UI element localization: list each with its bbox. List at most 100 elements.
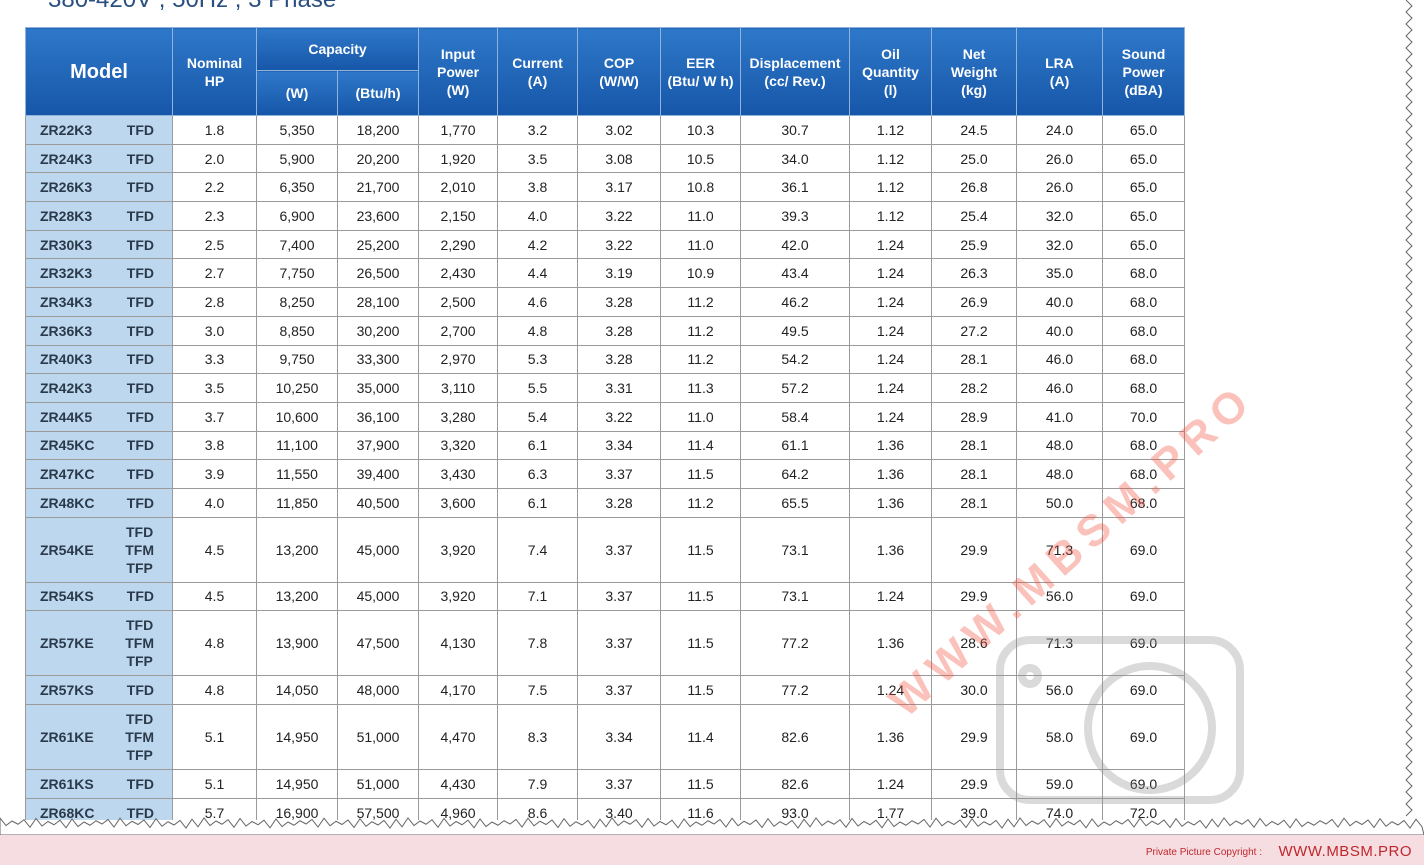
table-cell: 1.24 bbox=[849, 769, 933, 799]
table-cell: 82.6 bbox=[740, 704, 851, 770]
table-cell: 5,350 bbox=[256, 115, 338, 145]
table-cell: 4.5 bbox=[172, 516, 257, 583]
table-cell: 27.2 bbox=[931, 315, 1018, 346]
header-cell: Model bbox=[25, 27, 173, 116]
model: ZR22K3 TFD bbox=[26, 121, 172, 139]
table-cell: 25.9 bbox=[931, 229, 1018, 260]
model: ZR57KE TFD TFM TFP bbox=[26, 616, 172, 670]
table-cell: 68.0 bbox=[1102, 287, 1185, 317]
copyright-label: Private Picture Copyright : bbox=[1145, 847, 1262, 858]
table-cell: 2.0 bbox=[172, 143, 257, 174]
table-cell: 1.24 bbox=[849, 373, 933, 403]
heading: 380-420V , 50Hz , 3 Phase bbox=[48, 0, 336, 14]
table-row: ZR40K3 TFD 3.3 9,750 33,300 2,970 5.3 3.28 11.2 5… bbox=[25, 344, 1185, 375]
table-cell: 1.24 bbox=[849, 258, 933, 289]
model-cell: ZR44K5 TFD bbox=[25, 401, 173, 432]
table-cell: 74.0 bbox=[1016, 797, 1104, 820]
model-suffixes: TFD bbox=[127, 775, 154, 793]
model-suffixes: TFD bbox=[127, 804, 154, 820]
table-cell: 7,400 bbox=[256, 229, 338, 260]
table-cell: 1.24 bbox=[849, 581, 933, 612]
model-name: ZR44K5 bbox=[40, 408, 93, 425]
table-cell: 1.36 bbox=[849, 704, 933, 770]
model-suffix: TFD bbox=[126, 523, 154, 540]
table-cell: 77.2 bbox=[740, 675, 851, 705]
model: ZR40K3 TFD bbox=[26, 350, 172, 368]
table-cell: 25,200 bbox=[336, 229, 420, 260]
table-cell: 2,970 bbox=[418, 344, 499, 375]
table-row: ZR28K3 TFD 2.3 6,900 23,600 2,150 4.0 3.22 11.0 3… bbox=[25, 201, 1185, 231]
table-cell: 68.0 bbox=[1102, 373, 1185, 403]
table-cell: 1.12 bbox=[849, 172, 933, 203]
table-cell: 10.8 bbox=[660, 172, 742, 203]
table-cell: 46.0 bbox=[1016, 373, 1104, 403]
table-cell: 7,750 bbox=[256, 258, 338, 289]
model-suffix: TFM bbox=[125, 541, 154, 558]
table-cell: 2.5 bbox=[172, 229, 257, 260]
table-cell: 1.36 bbox=[849, 430, 933, 461]
table-cell: 47,500 bbox=[336, 610, 420, 677]
table-cell: 1.24 bbox=[849, 287, 933, 317]
model-cell: ZR57KE TFD TFM TFP bbox=[25, 610, 173, 677]
model-suffix: TFD bbox=[126, 617, 154, 634]
table-cell: 1,770 bbox=[418, 115, 499, 145]
table-cell: 10,600 bbox=[256, 401, 338, 432]
table-row: ZR30K3 TFD 2.5 7,400 25,200 2,290 4.2 3.22 11.0 4… bbox=[25, 229, 1185, 260]
table-cell: 39,400 bbox=[336, 459, 420, 489]
model: ZR47KC TFD bbox=[26, 465, 172, 483]
table-cell: 3.5 bbox=[497, 143, 579, 174]
table-cell: 42.0 bbox=[740, 229, 851, 260]
table-cell: 28.1 bbox=[931, 344, 1018, 375]
model-name: ZR36K3 bbox=[40, 322, 93, 339]
model-cell: ZR54KS TFD bbox=[25, 581, 173, 612]
table-cell: 35,000 bbox=[336, 373, 420, 403]
table-cell: 4,430 bbox=[418, 769, 499, 799]
table-cell: 68.0 bbox=[1102, 315, 1185, 346]
table-row: ZR68KC TFD 5.7 16,900 57,500 4,960 8.6 3.40 11.6… bbox=[25, 797, 1185, 820]
table-cell: 65.0 bbox=[1102, 229, 1185, 260]
table-cell: 68.0 bbox=[1102, 258, 1185, 289]
model-name: ZR24K3 bbox=[40, 150, 93, 167]
table-cell: 1.12 bbox=[849, 143, 933, 174]
model-name: ZR45KC bbox=[40, 437, 95, 454]
table-row: ZR45KC TFD 3.8 11,100 37,900 3,320 6.1 3.34 11.4… bbox=[25, 430, 1185, 461]
table-cell: 3.22 bbox=[577, 201, 662, 231]
torn-edge-right bbox=[1405, 0, 1413, 817]
model-cell: ZR22K3 TFD bbox=[25, 115, 173, 145]
header-cell: Displacement (cc/ Rev.) bbox=[740, 27, 851, 116]
table-cell: 68.0 bbox=[1102, 344, 1185, 375]
table-cell: 35.0 bbox=[1016, 258, 1104, 289]
model-name: ZR34K3 bbox=[40, 293, 93, 310]
table-cell: 28,100 bbox=[336, 287, 420, 317]
table-cell: 5,900 bbox=[256, 143, 338, 174]
table-cell: 2,500 bbox=[418, 287, 499, 317]
table-cell: 6.1 bbox=[497, 487, 579, 518]
table-cell: 73.1 bbox=[740, 516, 851, 583]
table-cell: 7.9 bbox=[497, 769, 579, 799]
model-suffix: TFD bbox=[126, 494, 154, 511]
table-cell: 11,850 bbox=[256, 487, 338, 518]
model-suffix: TFD bbox=[126, 351, 154, 368]
model-suffixes: TFD TFM TFP bbox=[125, 616, 154, 670]
model-cell: ZR68KC TFD bbox=[25, 797, 173, 820]
table-cell: 8,850 bbox=[256, 315, 338, 346]
table-cell: 68.0 bbox=[1102, 430, 1185, 461]
torn-edge bbox=[0, 817, 1424, 836]
table-cell: 1.77 bbox=[849, 797, 933, 820]
table-row: ZR44K5 TFD 3.7 10,600 36,100 3,280 5.4 3.22 11.0… bbox=[25, 401, 1185, 432]
table-cell: 11.3 bbox=[660, 373, 742, 403]
header-cell: COP (W/W) bbox=[577, 27, 662, 116]
table-cell: 6.1 bbox=[497, 430, 579, 461]
table-cell: 70.0 bbox=[1102, 401, 1185, 432]
table-cell: 21,700 bbox=[336, 172, 420, 203]
table-cell: 33,300 bbox=[336, 344, 420, 375]
model: ZR36K3 TFD bbox=[26, 322, 172, 340]
table-cell: 3.2 bbox=[497, 115, 579, 145]
table-cell: 1.36 bbox=[849, 487, 933, 518]
table-cell: 10.5 bbox=[660, 143, 742, 174]
table-cell: 71.3 bbox=[1016, 610, 1104, 677]
header-subcell: (W) bbox=[256, 70, 338, 116]
table-cell: 6.3 bbox=[497, 459, 579, 489]
table-cell: 46.0 bbox=[1016, 344, 1104, 375]
table-cell: 65.0 bbox=[1102, 201, 1185, 231]
